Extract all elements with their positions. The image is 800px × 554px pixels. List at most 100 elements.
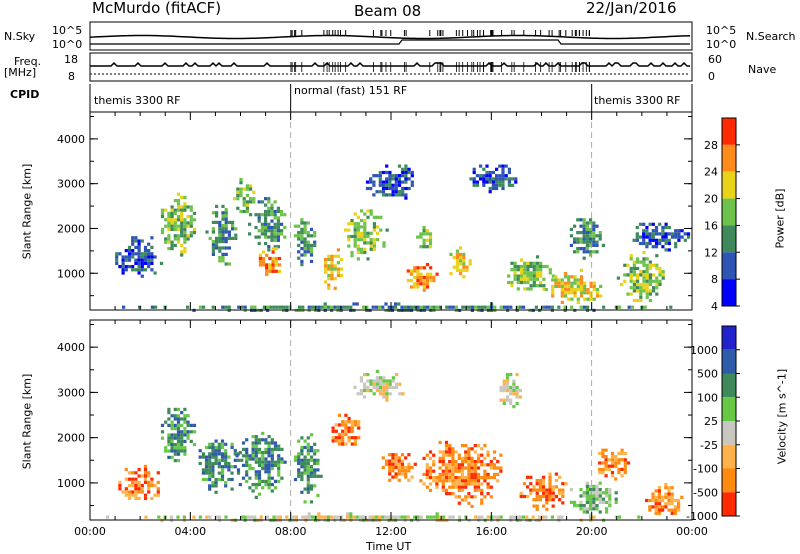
data-cell: [127, 258, 132, 262]
data-cell: [529, 488, 533, 492]
data-cell: [523, 264, 527, 269]
data-cell: [511, 177, 515, 181]
data-cell: [462, 262, 466, 266]
data-cell: [186, 234, 190, 238]
data-cell: [372, 247, 376, 251]
data-cell: [670, 498, 674, 503]
data-cell: [448, 463, 452, 467]
data-cell: [444, 450, 449, 454]
data-cell: [480, 463, 484, 467]
data-cell: [664, 248, 668, 252]
data-cell: [579, 275, 584, 279]
data-cell: [585, 494, 589, 498]
data-cell: [346, 305, 350, 309]
data-cell: [523, 277, 527, 281]
data-cell: [241, 447, 246, 451]
data-cell: [448, 485, 452, 489]
data-cell: [539, 280, 543, 285]
data-cell: [366, 209, 370, 213]
data-cell: [595, 488, 599, 492]
data-cell: [657, 495, 661, 499]
data-cell: [147, 255, 151, 259]
data-cell: [635, 238, 639, 242]
data-cell: [462, 275, 466, 279]
data-cell: [548, 482, 552, 486]
data-cell: [245, 209, 249, 214]
data-cell: [585, 484, 589, 488]
data-cell: [462, 256, 466, 260]
data-cell: [127, 252, 132, 256]
data-cell: [485, 170, 489, 175]
data-cell: [554, 278, 558, 282]
data-cell: [425, 238, 429, 242]
data-cell: [369, 244, 373, 248]
data-cell: [601, 471, 605, 475]
data-cell: [280, 213, 284, 217]
data-cell: [548, 478, 552, 483]
data-cell: [372, 382, 376, 386]
data-cell: [221, 227, 225, 231]
nave-top-value: 60: [708, 53, 722, 66]
data-cell: [176, 215, 181, 219]
data-cell: [127, 249, 132, 253]
data-cell: [515, 395, 519, 399]
data-cell: [211, 249, 215, 253]
data-cell: [567, 288, 571, 292]
data-cell: [479, 174, 483, 178]
data-cell: [183, 407, 187, 411]
data-cell: [189, 224, 193, 228]
data-cell: [680, 229, 684, 233]
data-cell: [176, 446, 181, 450]
data-cell: [608, 500, 612, 504]
data-cell: [134, 496, 138, 500]
data-cell: [648, 273, 652, 277]
data-cell: [137, 258, 141, 262]
data-cell: [170, 227, 174, 231]
data-cell: [340, 257, 344, 262]
data-cell: [419, 235, 423, 239]
data-cell: [316, 468, 320, 472]
data-cell: [220, 465, 225, 469]
data-cell: [309, 500, 314, 504]
data-cell: [264, 470, 268, 474]
data-cell: [238, 483, 242, 487]
data-cell: [267, 467, 271, 471]
colorbar-tick-label: 100: [697, 391, 718, 404]
data-cell: [224, 214, 228, 218]
data-cell: [208, 477, 212, 482]
data-cell: [582, 510, 586, 514]
data-cell: [451, 472, 455, 476]
data-cell: [164, 240, 168, 244]
data-cell: [183, 227, 187, 231]
data-cell: [683, 238, 687, 242]
data-cell: [483, 456, 487, 460]
data-cell: [118, 252, 122, 256]
data-cell: [327, 286, 331, 290]
data-cell: [658, 266, 662, 271]
data-cell: [661, 238, 665, 242]
data-cell: [476, 472, 481, 476]
data-cell: [241, 463, 246, 467]
colorbar-tick-label: -1000: [686, 510, 718, 523]
data-cell: [150, 477, 154, 481]
data-cell: [160, 430, 165, 434]
data-cell: [589, 237, 593, 241]
data-cell: [616, 276, 620, 280]
data-cell: [240, 458, 244, 462]
data-cell: [476, 444, 481, 448]
data-cell: [510, 261, 514, 265]
data-cell: [642, 250, 646, 255]
data-cell: [664, 482, 668, 487]
date-label: 22/Jan/2016: [586, 0, 677, 17]
data-cell: [363, 212, 367, 216]
nsky-trace: [89, 34, 691, 40]
data-cell: [519, 491, 523, 495]
data-cell: [173, 221, 177, 225]
data-cell: [548, 485, 552, 489]
data-cell: [473, 472, 477, 476]
data-cell: [301, 515, 305, 519]
data-cell: [137, 239, 141, 243]
data-cell: [254, 495, 258, 499]
data-cell: [658, 238, 662, 242]
data-cell: [604, 464, 608, 468]
